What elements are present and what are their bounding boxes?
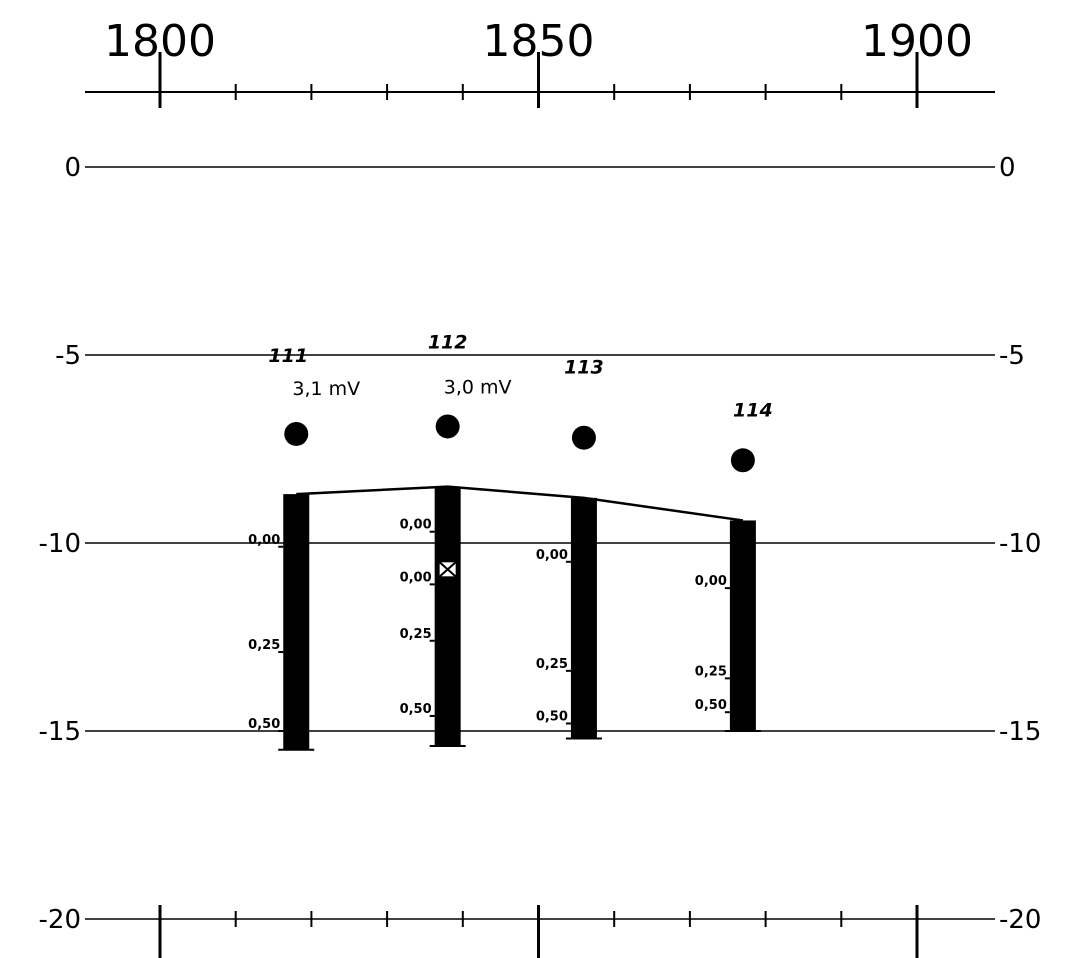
scale-mark-label: 0,00 (400, 570, 432, 585)
scale-mark-label: 0,25 (400, 627, 432, 642)
scale-mark-label: 0,00 (695, 574, 727, 589)
depth-label-right: -20 (999, 905, 1041, 935)
borehole-bar (434, 486, 461, 747)
voltage-label: 3,1 mV (292, 378, 360, 400)
boreholes-layer (278, 414, 761, 751)
borehole-id-label: 111 (268, 345, 308, 367)
depth-label-right: -10 (999, 529, 1041, 559)
labels-layer: 111 3,1 mV 0,00 0,25 0,50 112 3,0 mV 0,00 0,00 0,… (248, 331, 773, 732)
measurement-point (435, 414, 460, 439)
scale-mark-label: 0,50 (400, 702, 432, 717)
top-axis-tick-label: 1900 (861, 16, 973, 67)
borehole-bar (283, 494, 310, 750)
scale-mark-label: 0,50 (695, 698, 727, 713)
depth-label-left: -20 (39, 905, 81, 935)
top-connecting-line (296, 485, 744, 522)
depth-label-left: -5 (55, 341, 81, 371)
borehole-id-label: 114 (733, 399, 773, 421)
scale-mark-label: 0,00 (536, 548, 568, 563)
measurement-point (730, 448, 755, 473)
scale-mark-label: 0,50 (248, 717, 280, 732)
scale-mark-label: 0,25 (536, 657, 568, 672)
scale-mark-label: 0,25 (695, 664, 727, 679)
measurement-point (284, 421, 309, 446)
depth-label-right: -15 (999, 717, 1041, 747)
depth-label-left: 0 (64, 153, 81, 183)
depth-label-right: -5 (999, 341, 1025, 371)
measurement-point (571, 425, 596, 450)
depth-label-right: 0 (999, 153, 1016, 183)
top-axis-tick-label: 1850 (483, 16, 595, 67)
borehole-bar (729, 520, 756, 731)
borehole-bar (570, 497, 597, 739)
voltage-label: 3,0 mV (444, 376, 512, 398)
scale-mark-label: 0,00 (248, 533, 280, 548)
depth-label-left: -10 (39, 529, 81, 559)
scale-mark-label: 0,50 (536, 709, 568, 724)
borehole-id-label: 112 (428, 331, 468, 353)
scale-mark-label: 0,25 (248, 638, 280, 653)
top-axis-tick-label: 1800 (104, 16, 216, 67)
scale-mark-label: 0,00 (400, 518, 432, 533)
cross-marker-icon (437, 560, 458, 579)
axes-layer: 1800 1850 1900 0 0 -5 -5 -10 -10 -15 -15 -20 -20 (39, 16, 1041, 958)
depth-label-left: -15 (39, 717, 81, 747)
cross-marker-stroke (437, 560, 458, 579)
borehole-id-label: 113 (564, 357, 604, 379)
